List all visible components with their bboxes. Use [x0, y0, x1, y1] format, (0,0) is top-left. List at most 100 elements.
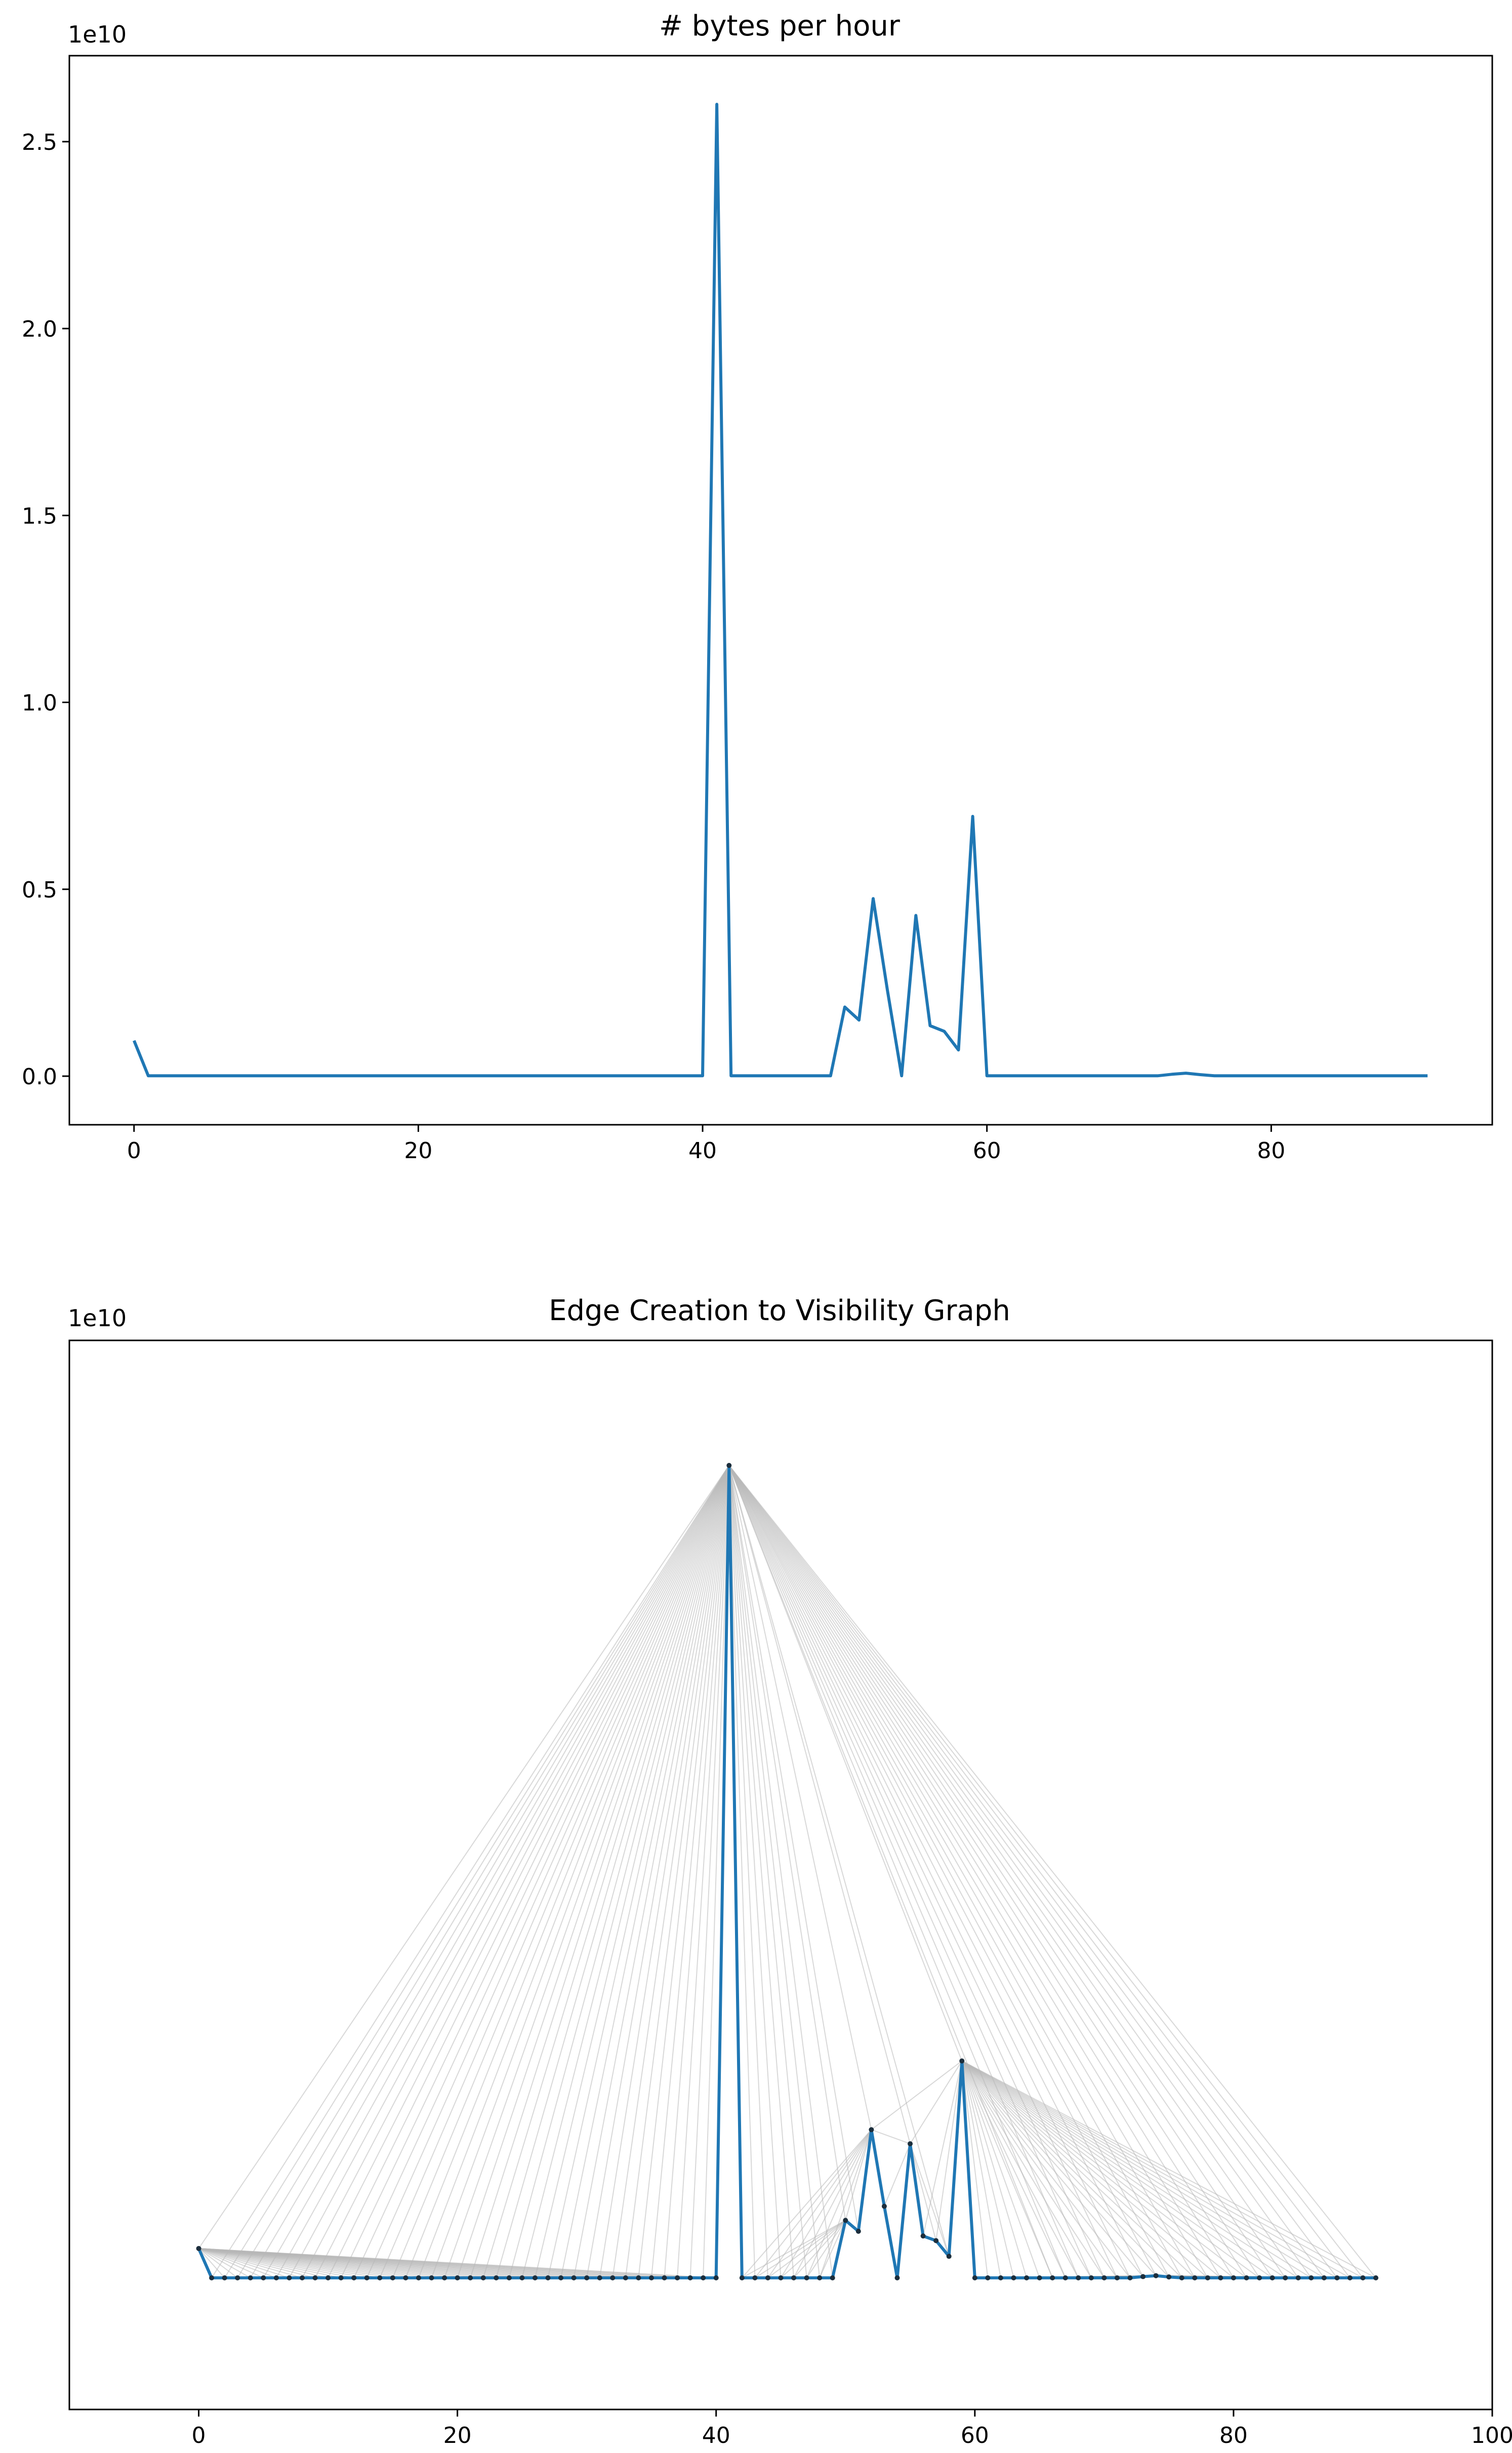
visibility-edge: [508, 1465, 730, 2278]
visibility-edge: [819, 2220, 846, 2278]
visibility-edge: [728, 1465, 1105, 2278]
visibility-edge: [961, 2060, 1105, 2278]
data-point: [468, 2275, 473, 2281]
data-point: [545, 2275, 551, 2281]
visibility-edge: [910, 2060, 963, 2144]
visibility-edge: [884, 2143, 911, 2206]
visibility-edge: [198, 2248, 290, 2278]
visibility-edge: [728, 1465, 1157, 2276]
visibility-edge: [961, 2061, 1014, 2278]
visibility-edge: [392, 1465, 730, 2278]
visibility-edge: [793, 2129, 872, 2278]
visibility-edge: [560, 1465, 730, 2278]
visibility-edge: [961, 2060, 1363, 2278]
y-tick-label: 0.5: [22, 877, 57, 903]
data-point: [1309, 2275, 1314, 2281]
y-tick-label: 1.5: [22, 503, 57, 529]
visibility-edge: [961, 2060, 1208, 2278]
visibility-edge: [625, 1465, 730, 2278]
visibility-edge: [444, 1465, 730, 2278]
data-point: [1140, 2274, 1146, 2279]
data-point: [869, 2127, 874, 2133]
chart1-title: # bytes per hour: [659, 10, 901, 43]
visibility-edge: [728, 1465, 1364, 2278]
data-point: [390, 2275, 395, 2281]
data-point: [1192, 2275, 1198, 2281]
visibility-edge: [521, 1465, 730, 2278]
visibility-edge: [728, 1465, 872, 2130]
x-tick-label: 0: [127, 1138, 141, 1164]
plot-frame: [68, 1339, 1493, 2410]
data-point: [791, 2275, 797, 2281]
visibility-edge: [703, 1465, 730, 2278]
visibility-edge: [754, 2220, 846, 2278]
visibility-edge: [961, 2060, 1312, 2278]
data-point: [726, 1463, 732, 1468]
data-point: [494, 2275, 499, 2281]
visibility-edge: [328, 1465, 730, 2278]
data-point: [532, 2275, 538, 2281]
visibility-edge: [728, 1465, 1221, 2278]
data-point: [804, 2275, 809, 2281]
visibility-edge: [650, 1465, 730, 2278]
visibility-edge: [728, 1465, 1079, 2278]
data-point: [480, 2275, 486, 2281]
visibility-edge: [754, 2129, 872, 2278]
data-point: [998, 2275, 1003, 2281]
visibility-edge: [263, 1465, 730, 2278]
data-point: [1283, 2275, 1288, 2281]
visibility-edge: [806, 2220, 846, 2278]
data-point: [1101, 2275, 1107, 2281]
chart2-axes: 0 20 40 60 80 100: [68, 1339, 1512, 2448]
data-point: [1205, 2275, 1210, 2281]
x-tick-label: 60: [973, 1138, 1001, 1164]
data-point: [429, 2275, 434, 2281]
chart2-edges: [198, 1465, 1376, 2279]
x-tick-label: 80: [1257, 1138, 1285, 1164]
data-point: [1153, 2273, 1159, 2278]
data-point: [196, 2245, 201, 2251]
x-tick-label: 20: [443, 2423, 472, 2448]
data-point: [209, 2275, 215, 2281]
data-point: [519, 2275, 525, 2281]
x-tick-label: 20: [404, 1138, 432, 1164]
visibility-edge: [728, 1465, 1312, 2278]
data-point: [1244, 2275, 1249, 2281]
visibility-edge: [728, 1465, 795, 2278]
visibility-edge: [742, 2220, 846, 2278]
visibility-edge: [198, 2248, 277, 2278]
chart1-marks: [133, 103, 1428, 1078]
visibility-edge: [470, 1465, 730, 2278]
data-point: [312, 2275, 318, 2281]
visibility-edge: [728, 1465, 821, 2278]
visibility-edge: [961, 2060, 1325, 2278]
data-point: [377, 2275, 383, 2281]
data-point: [843, 2218, 848, 2223]
data-point: [881, 2203, 887, 2209]
data-point: [1347, 2275, 1353, 2281]
visibility-edge: [961, 2060, 1221, 2278]
visibility-edge: [935, 2061, 963, 2241]
visibility-edge: [405, 1465, 730, 2278]
data-point: [687, 2275, 693, 2281]
visibility-edge: [961, 2060, 1143, 2277]
data-point: [1257, 2275, 1262, 2281]
visibility-edge: [961, 2061, 1027, 2278]
data-point: [675, 2275, 680, 2281]
data-point: [855, 2229, 861, 2234]
visibility-edge: [586, 1465, 730, 2278]
visibility-edge: [728, 1465, 1118, 2278]
plot-frame: [68, 55, 1493, 1126]
data-point: [778, 2275, 784, 2281]
data-point: [1321, 2275, 1327, 2281]
visibility-edge: [547, 1465, 730, 2278]
data-point: [273, 2275, 279, 2281]
data-point: [985, 2275, 991, 2281]
x-tick-label: 80: [1219, 2423, 1248, 2448]
y-tick-label: 2.5: [22, 130, 57, 155]
visibility-edge: [237, 1465, 730, 2278]
data-point: [584, 2275, 590, 2281]
chart2-title: Edge Creation to Visibility Graph: [549, 1294, 1010, 1327]
visibility-edge: [211, 1465, 730, 2278]
